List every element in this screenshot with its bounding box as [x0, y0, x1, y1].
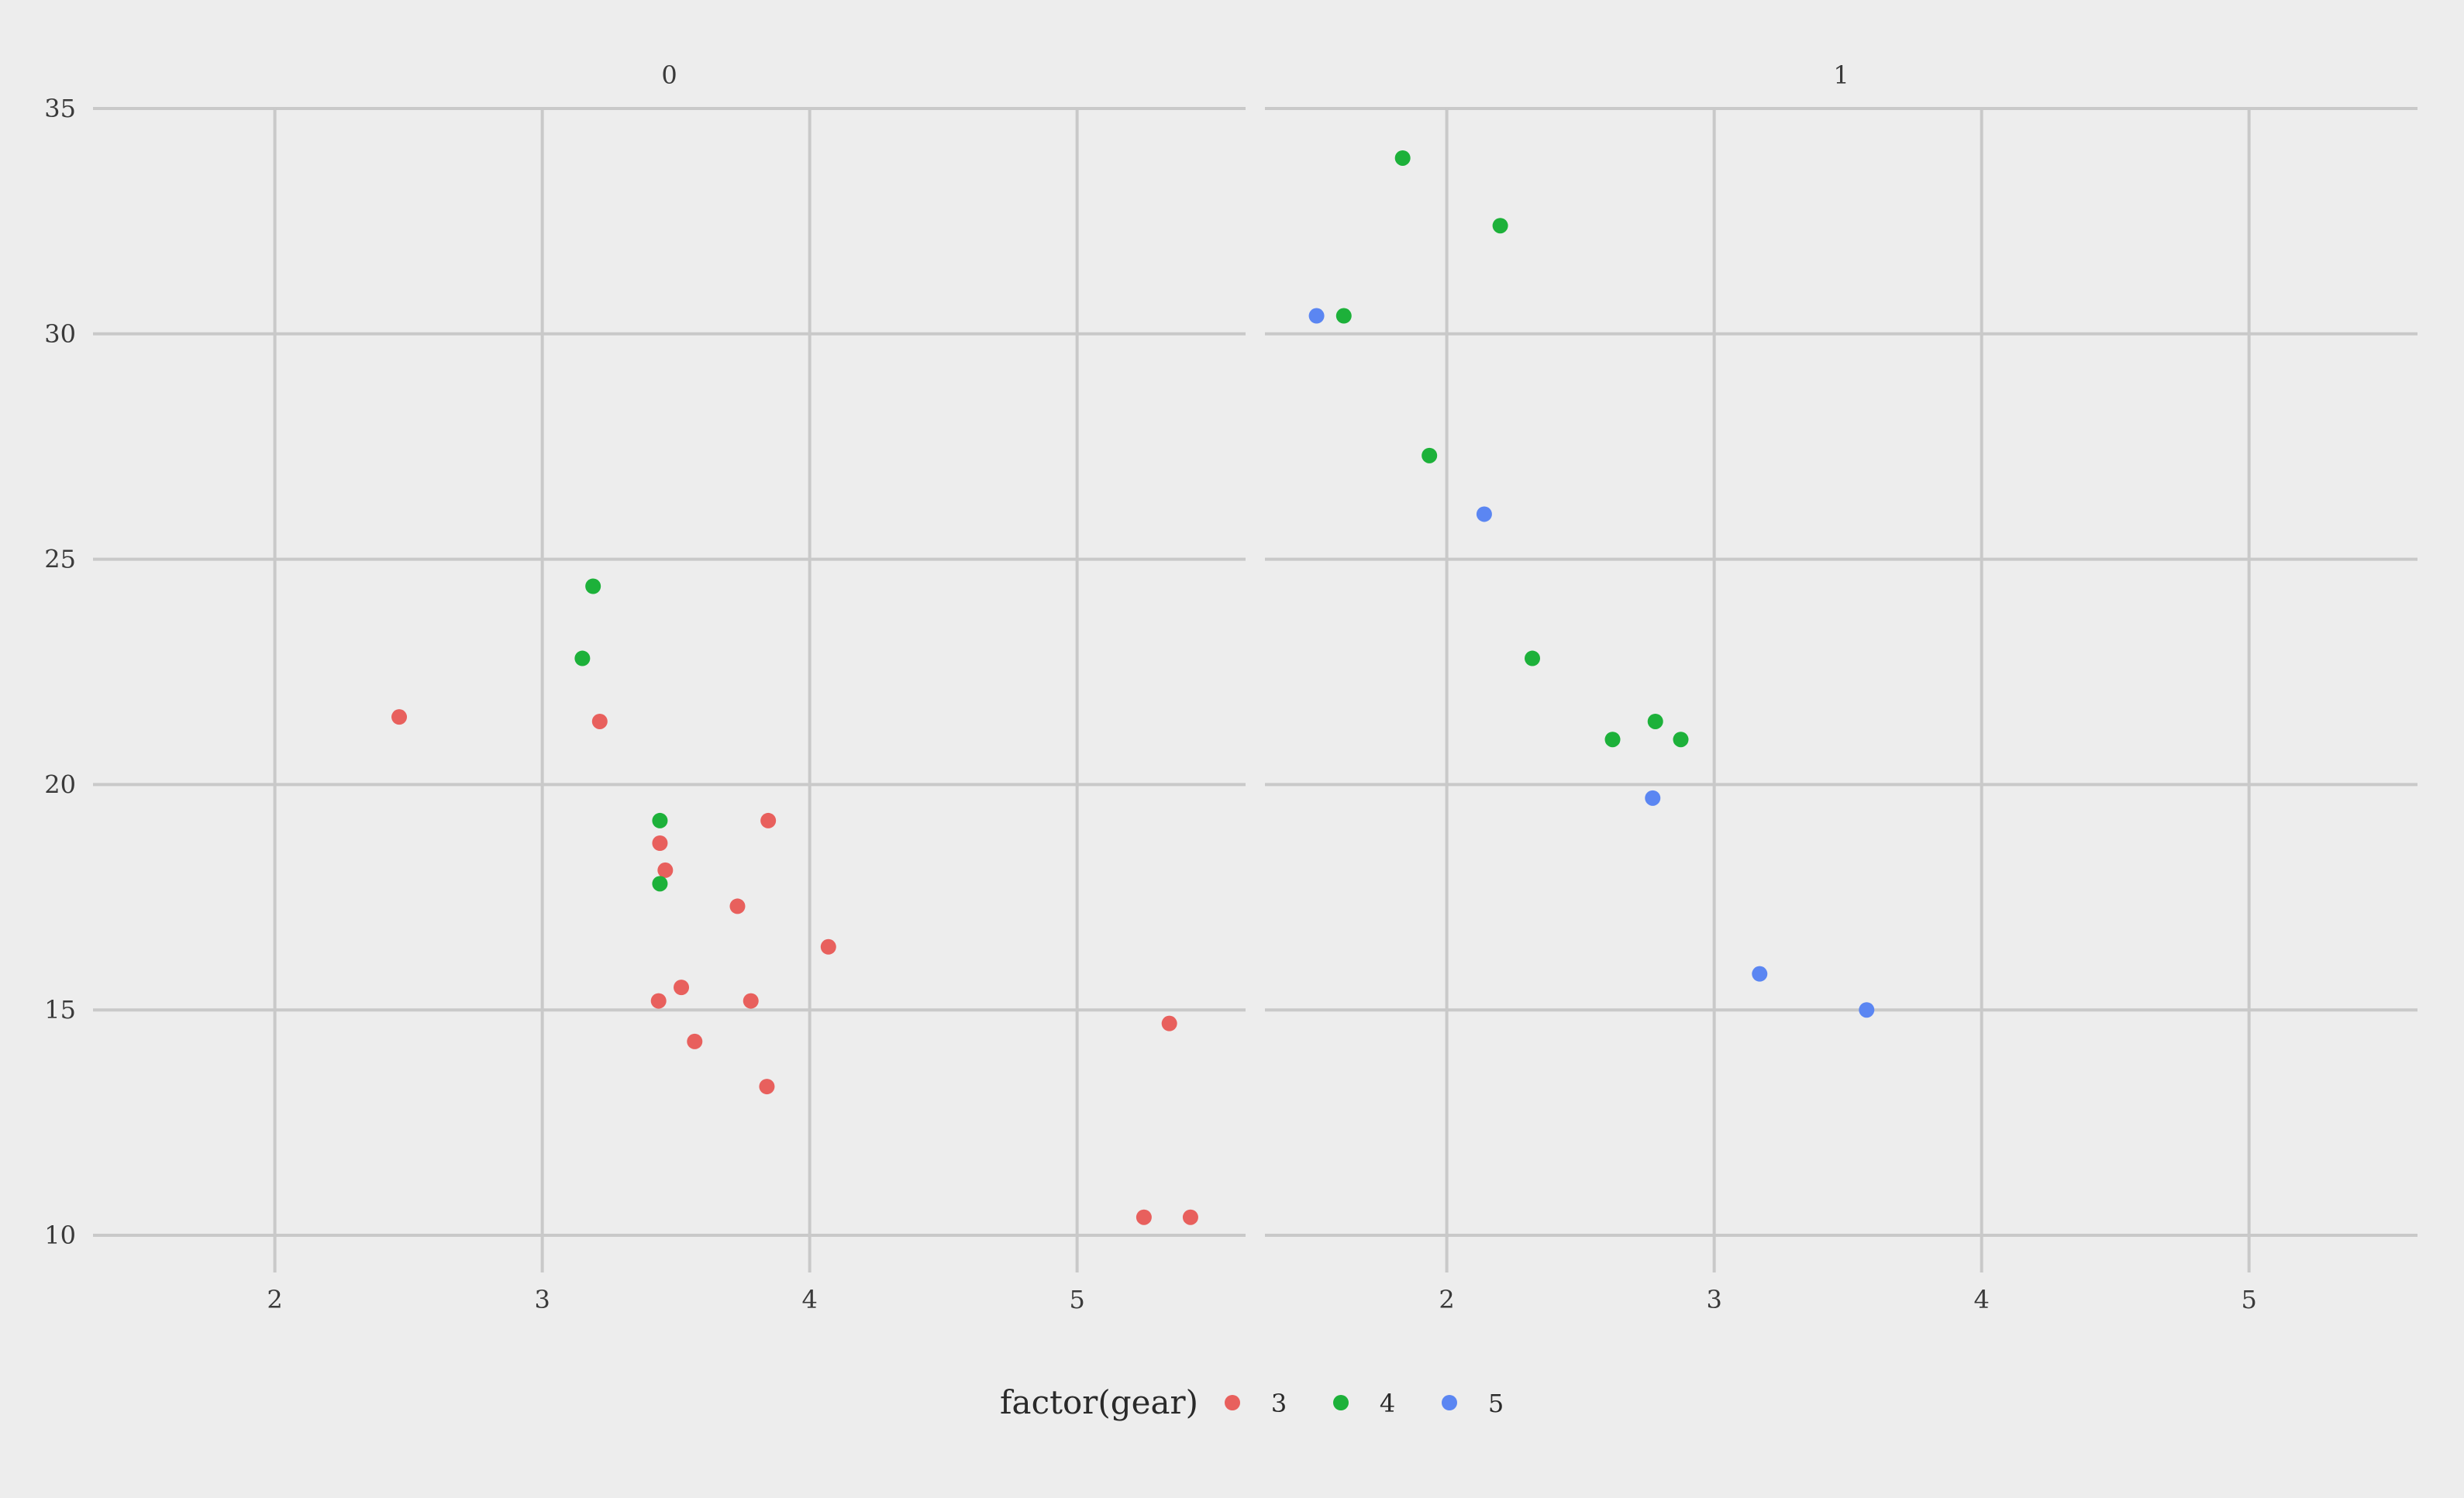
legend-label: 5: [1488, 1389, 1504, 1418]
data-point: [574, 650, 591, 666]
x-tick-label: 4: [1973, 1285, 1989, 1314]
panel-strip-label: 0: [661, 60, 677, 90]
panel-strip-label: 1: [1833, 60, 1849, 90]
legend-title: factor(gear): [1000, 1383, 1198, 1421]
data-point: [743, 993, 759, 1009]
panel-0: 0 2 3 4 5: [93, 60, 1246, 1314]
x-tick-label: 5: [1069, 1285, 1084, 1314]
legend-label: 4: [1380, 1389, 1395, 1418]
y-tick-label: 25: [44, 545, 76, 574]
data-point: [591, 713, 608, 729]
legend-key-5: [1442, 1395, 1457, 1410]
data-point: [1492, 218, 1508, 234]
data-point: [652, 876, 668, 892]
data-point: [1136, 1209, 1152, 1225]
legend-key-4: [1333, 1395, 1349, 1410]
data-point: [391, 709, 408, 725]
y-tick-label: 10: [44, 1221, 76, 1250]
legend: factor(gear) 3 4 5: [1000, 1383, 1504, 1421]
data-point: [1182, 1209, 1198, 1225]
data-point: [585, 578, 601, 594]
y-tick-label: 35: [44, 94, 76, 123]
y-tick-label: 15: [44, 995, 76, 1024]
data-point: [687, 1033, 703, 1049]
x-tick-label: 2: [1439, 1285, 1454, 1314]
data-point: [1335, 308, 1352, 324]
legend-key-3: [1225, 1395, 1240, 1410]
data-point: [1859, 1002, 1875, 1018]
data-point: [1673, 732, 1689, 748]
data-point: [650, 993, 667, 1009]
panels: 0 2 3 4 5 1 2 3 4 5: [93, 60, 2417, 1314]
data-point: [674, 980, 690, 996]
x-tick-label: 4: [801, 1285, 817, 1314]
x-tick-label: 2: [267, 1285, 282, 1314]
data-point: [759, 1079, 775, 1095]
panel-1: 1 2 3 4 5: [1265, 60, 2417, 1314]
data-point: [657, 862, 674, 878]
data-point: [1645, 790, 1661, 806]
data-point: [1604, 732, 1621, 748]
x-tick-label: 3: [534, 1285, 550, 1314]
data-point: [1525, 650, 1541, 666]
data-point: [652, 835, 668, 852]
data-point: [820, 938, 836, 955]
x-tick-label: 5: [2241, 1285, 2256, 1314]
data-point: [1422, 447, 1438, 463]
data-point: [1394, 150, 1411, 166]
data-point: [1752, 966, 1768, 982]
data-point: [1476, 506, 1492, 522]
data-point: [1647, 713, 1663, 729]
x-tick-label: 3: [1706, 1285, 1721, 1314]
data-point: [729, 898, 746, 914]
y-tick-label: 30: [44, 319, 76, 349]
data-point: [760, 812, 777, 828]
data-point: [1161, 1015, 1177, 1031]
y-axis: 10 15 20 25 30 35: [44, 94, 76, 1250]
data-point: [652, 812, 668, 828]
y-tick-label: 20: [44, 770, 76, 799]
data-point: [1308, 308, 1325, 324]
legend-label: 3: [1271, 1389, 1287, 1418]
